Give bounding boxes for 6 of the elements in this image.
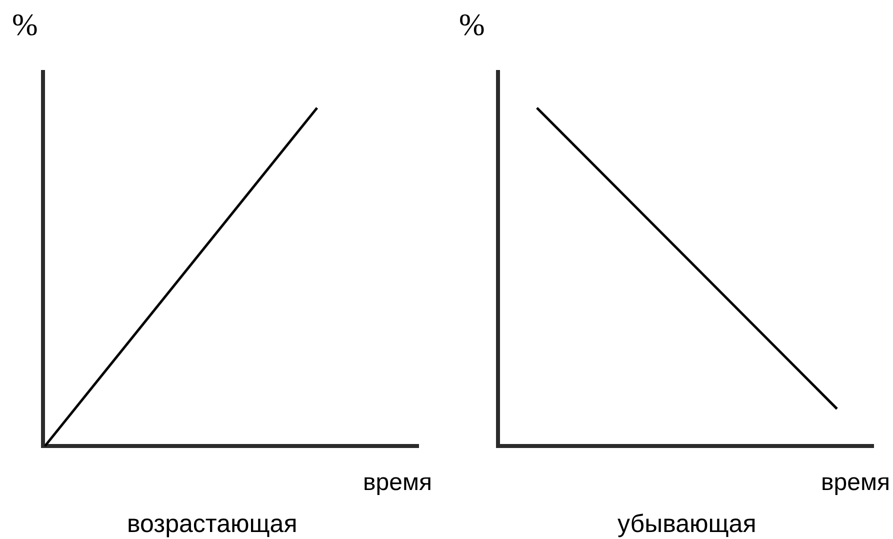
x-axis-title: время: [363, 469, 432, 496]
text: убывающая: [618, 510, 756, 538]
y-axis-title: %: [12, 7, 38, 42]
x-axis-title: время: [821, 469, 890, 496]
text: возрастающая: [127, 510, 298, 538]
y-axis-title: %: [459, 7, 485, 42]
